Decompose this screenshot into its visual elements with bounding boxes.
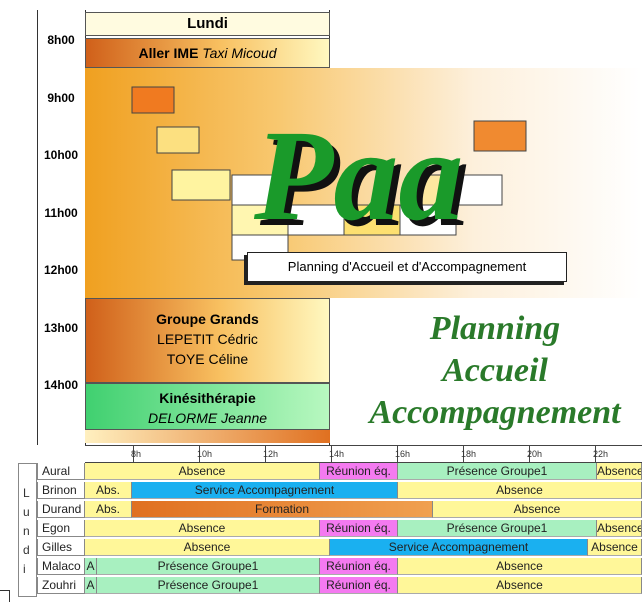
segment[interactable]: Réunion éq. <box>320 577 398 594</box>
segment[interactable]: Absence <box>597 520 642 537</box>
day-letter: i <box>23 562 26 576</box>
segment[interactable]: Présence Groupe1 <box>398 520 597 537</box>
segment[interactable]: A <box>85 577 97 594</box>
hour-label: 13h00 <box>43 320 79 335</box>
tick-mark <box>397 446 398 462</box>
day-letter: d <box>23 543 30 557</box>
segment[interactable]: Présence Groupe1 <box>97 577 320 594</box>
segment[interactable]: A <box>85 558 97 575</box>
tick-mark <box>331 446 332 462</box>
segment[interactable]: Absence <box>588 539 642 556</box>
hour-label: 12h00 <box>43 263 79 277</box>
day-letter: u <box>23 505 30 519</box>
segment[interactable]: Absence <box>398 558 642 575</box>
tick-mark <box>133 446 134 462</box>
hour-label: 14h00 <box>43 378 79 392</box>
logo-letters: Paa <box>253 104 463 248</box>
segment[interactable]: Réunion éq. <box>320 558 398 575</box>
segment[interactable]: Absence <box>85 463 320 480</box>
tick-mark <box>529 446 530 462</box>
event-detail: Taxi Micoud <box>202 45 277 61</box>
day-side <box>18 463 37 597</box>
tick-mark <box>265 446 266 462</box>
day-letter: n <box>23 524 30 538</box>
tick-label: 16h <box>395 449 411 459</box>
event-line: Groupe Grands <box>156 311 259 327</box>
title-line: Accueil <box>442 352 548 389</box>
segment[interactable]: Présence Groupe1 <box>398 463 597 480</box>
tick-label: 22h <box>593 449 609 459</box>
logo-subtitle: Planning d'Accueil et d'Accompagnement <box>247 252 567 282</box>
segment[interactable]: Service Accompagnement <box>330 539 588 556</box>
segment[interactable]: Abs. <box>85 501 132 518</box>
row-name[interactable]: Zouhri <box>37 577 85 594</box>
tick-mark <box>199 446 200 462</box>
tick-label: 10h <box>197 449 213 459</box>
hour-label: 8h00 <box>47 33 75 47</box>
segment[interactable]: Absence <box>433 501 642 518</box>
tick-label: 20h <box>527 449 543 459</box>
segment[interactable]: Abs. <box>85 482 132 499</box>
event[interactable]: Aller IME Taxi Micoud <box>85 38 330 68</box>
segment[interactable]: Présence Groupe1 <box>97 558 320 575</box>
row-name[interactable]: Brinon <box>37 482 85 499</box>
logo-letters-shadow: Paa <box>259 110 469 254</box>
event-line: Kinésithérapie <box>159 390 256 406</box>
day-letter: L <box>23 486 30 500</box>
segment[interactable]: Service Accompagnement <box>132 482 398 499</box>
day-header: Lundi <box>85 12 330 36</box>
frame-corner <box>0 590 10 602</box>
hour-label: 10h00 <box>43 148 79 162</box>
tick-label: 14h <box>329 449 345 459</box>
tick-label: 12h <box>263 449 279 459</box>
tick-mark <box>463 446 464 462</box>
row-name[interactable]: Egon <box>37 520 85 537</box>
event-strip <box>85 430 330 443</box>
hour-label: 11h00 <box>44 205 78 220</box>
hour-label: 9h00 <box>47 90 75 105</box>
event-line: LEPETIT Cédric <box>157 331 258 347</box>
row-name[interactable]: Aural <box>37 463 85 480</box>
title-line: Accompagnement <box>369 394 621 431</box>
event-line: TOYE Céline <box>166 351 249 367</box>
segment[interactable]: Absence <box>398 577 642 594</box>
event[interactable]: Kinésithérapie DELORME Jeanne <box>85 383 330 430</box>
tick-label: 18h <box>461 449 477 459</box>
segment[interactable]: Absence <box>85 520 320 537</box>
title-line: Planning <box>429 310 561 347</box>
row-name[interactable]: Malaco <box>37 558 85 575</box>
segment[interactable]: Formation <box>132 501 433 518</box>
row-name[interactable]: Gilles <box>37 539 85 556</box>
segment[interactable]: Réunion éq. <box>320 463 398 480</box>
event[interactable]: Groupe Grands LEPETIT Cédric TOYE Céline <box>85 298 330 383</box>
logo-graphic: Paa Paa <box>131 86 527 261</box>
tick-mark <box>595 446 596 462</box>
segment[interactable]: Absence <box>85 539 330 556</box>
segment[interactable]: Réunion éq. <box>320 520 398 537</box>
row-name[interactable]: Durand <box>37 501 85 518</box>
event-line: DELORME Jeanne <box>147 410 268 426</box>
segment[interactable]: Absence <box>398 482 642 499</box>
event-title: Aller IME <box>138 45 199 61</box>
tick-label: 8h <box>131 449 142 459</box>
segment[interactable]: Absence <box>597 463 642 480</box>
time-ruler <box>85 445 642 463</box>
